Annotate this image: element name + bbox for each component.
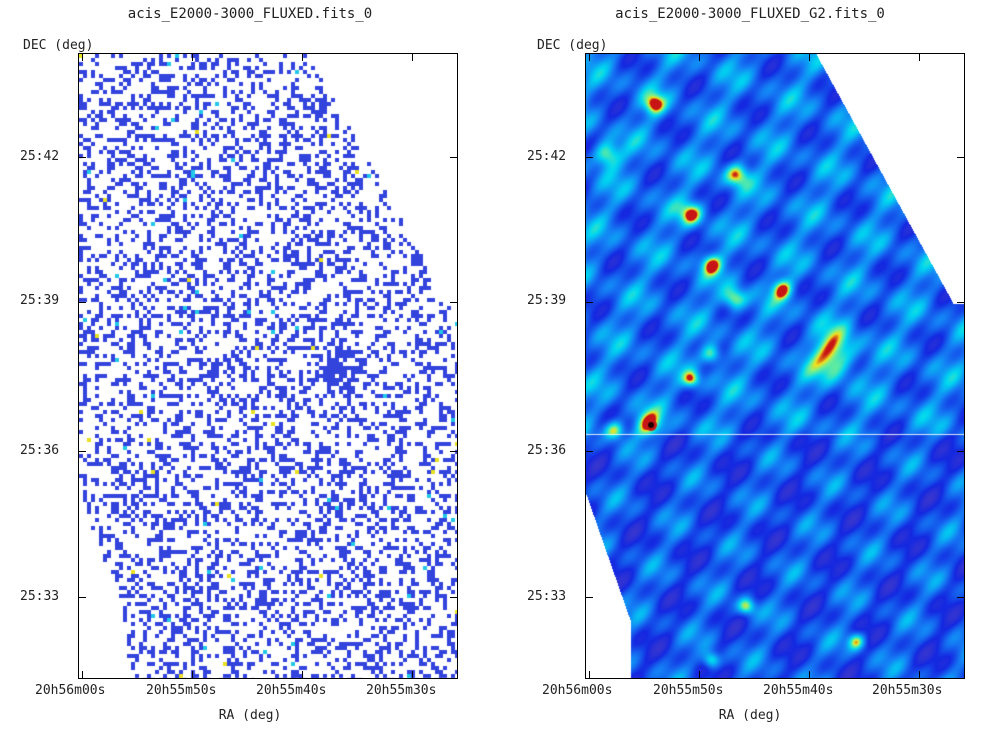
dec-tick-label: 25:42 <box>20 149 60 164</box>
ra-axis-label: RA (deg) <box>218 708 282 723</box>
dec-tick-mark <box>450 302 457 303</box>
dec-tick-label: 25:42 <box>527 149 567 164</box>
ra-tick-label: 20h55m30s <box>872 683 943 698</box>
ra-tick-mark <box>699 54 700 61</box>
dec-tick-label: 25:33 <box>527 589 567 604</box>
ra-tick-label: 20h55m50s <box>653 683 724 698</box>
panel-title: acis_E2000-3000_FLUXED.fits_0 <box>127 6 373 22</box>
panel-title: acis_E2000-3000_FLUXED_G2.fits_0 <box>615 6 885 22</box>
dec-tick-mark <box>957 157 964 158</box>
dec-tick-mark <box>586 597 593 598</box>
dec-tick-label: 25:39 <box>527 293 567 308</box>
ra-tick-mark <box>809 671 810 678</box>
ra-tick-mark <box>699 671 700 678</box>
ra-tick-mark <box>192 54 193 61</box>
ra-tick-mark <box>919 671 920 678</box>
dec-tick-mark <box>957 597 964 598</box>
dec-tick-mark <box>957 451 964 452</box>
dec-tick-mark <box>450 157 457 158</box>
panel-fluxed-g2: acis_E2000-3000_FLUXED_G2.fits_0 DEC (de… <box>500 0 1000 735</box>
dec-tick-mark <box>586 302 593 303</box>
ra-tick-label: 20h55m40s <box>256 683 327 698</box>
ra-tick-mark <box>589 671 590 678</box>
ra-tick-mark <box>192 671 193 678</box>
dec-tick-label: 25:33 <box>20 589 60 604</box>
ra-tick-mark <box>82 671 83 678</box>
dec-tick-label: 25:36 <box>527 443 567 458</box>
dec-tick-mark <box>450 597 457 598</box>
ra-tick-mark <box>412 671 413 678</box>
dec-tick-label: 25:36 <box>20 443 60 458</box>
dec-tick-mark <box>450 451 457 452</box>
ra-tick-label: 20h55m50s <box>146 683 217 698</box>
ra-tick-label: 20h55m40s <box>763 683 834 698</box>
ra-tick-mark <box>302 54 303 61</box>
ra-tick-mark <box>589 54 590 61</box>
dec-tick-mark <box>586 157 593 158</box>
dec-tick-mark <box>79 302 86 303</box>
ra-tick-label: 20h56m00s <box>542 683 613 698</box>
image-canvas[interactable] <box>586 54 964 678</box>
dec-tick-mark <box>79 451 86 452</box>
image-plot[interactable] <box>78 53 458 679</box>
ra-tick-label: 20h55m30s <box>366 683 437 698</box>
ra-axis-label: RA (deg) <box>718 708 782 723</box>
ra-tick-label: 20h56m00s <box>35 683 106 698</box>
dec-tick-label: 25:39 <box>20 293 60 308</box>
ra-tick-mark <box>919 54 920 61</box>
panel-fluxed: acis_E2000-3000_FLUXED.fits_0 DEC (deg) … <box>20 6 458 723</box>
dec-axis-label: DEC (deg) <box>537 38 608 53</box>
dec-tick-mark <box>957 302 964 303</box>
ra-tick-mark <box>82 54 83 61</box>
dec-axis-label: DEC (deg) <box>23 38 94 53</box>
dec-tick-mark <box>586 451 593 452</box>
ra-tick-mark <box>302 671 303 678</box>
image-canvas[interactable] <box>79 54 457 678</box>
dec-tick-mark <box>79 157 86 158</box>
image-plot[interactable] <box>585 53 965 679</box>
ra-tick-mark <box>412 54 413 61</box>
ra-tick-mark <box>809 54 810 61</box>
dec-tick-mark <box>79 597 86 598</box>
